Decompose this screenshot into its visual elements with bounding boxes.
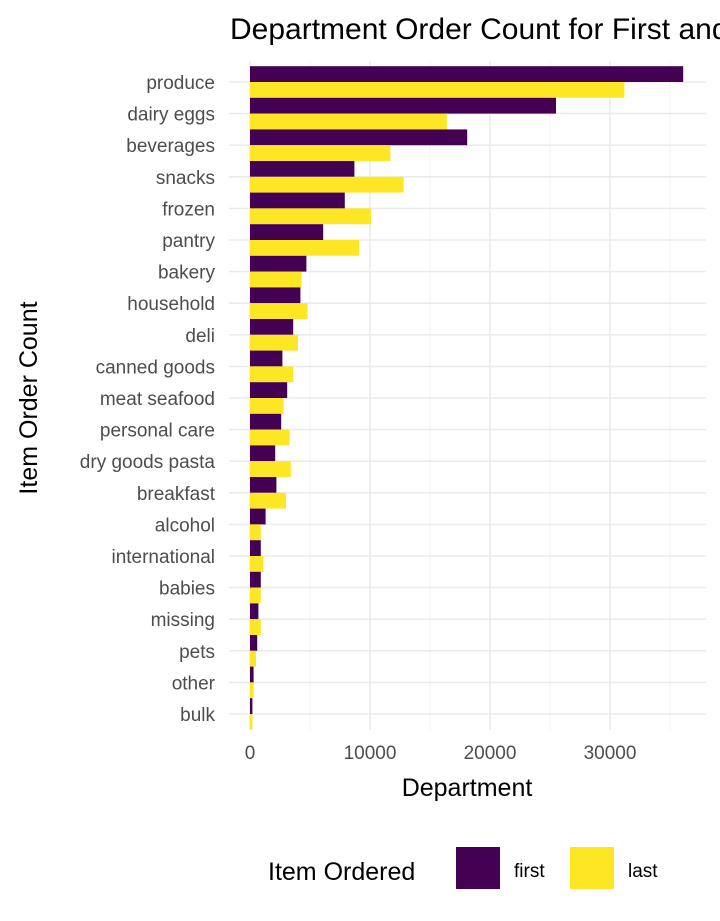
bar-first-bakery (250, 255, 307, 272)
bar-first-pets (250, 635, 258, 651)
bar-last-pets (250, 650, 256, 667)
y-tick-label: missing (151, 610, 215, 631)
legend: Item Ordered first last (268, 847, 658, 889)
bar-last-breakfast (250, 492, 286, 509)
bar-last-deli (250, 334, 298, 351)
bar-last-dairy-eggs (250, 113, 447, 130)
bar-last-other (250, 682, 254, 699)
bar-last-international (250, 556, 264, 572)
bar-last-frozen (250, 208, 372, 225)
bar-last-personal-care (250, 429, 290, 446)
bar-last-babies (250, 587, 261, 604)
bar-first-canned-goods (250, 350, 283, 367)
y-tick-label: pets (179, 642, 215, 663)
legend-label-last: last (628, 861, 658, 882)
bar-first-bulk (250, 698, 253, 714)
legend-swatch-last (570, 847, 614, 889)
bar-last-bulk (250, 714, 253, 730)
y-tick-label: frozen (162, 199, 215, 220)
legend-swatch-first (456, 847, 500, 889)
bar-first-household (250, 287, 301, 304)
bar-first-meat-seafood (250, 382, 288, 398)
x-tick-label: 20000 (464, 743, 517, 764)
bar-last-pantry (250, 240, 360, 256)
bar-last-beverages (250, 145, 391, 161)
y-tick-label: meat seafood (100, 389, 215, 410)
bar-first-pantry (250, 224, 324, 240)
y-tick-label: canned goods (96, 357, 215, 378)
bar-last-canned-goods (250, 366, 294, 383)
bar-first-snacks (250, 161, 355, 177)
bar-first-beverages (250, 129, 468, 146)
bar-last-household (250, 303, 308, 319)
bar-first-produce (250, 66, 684, 82)
y-tick-label: babies (159, 579, 215, 600)
x-axis-title: Department (402, 774, 533, 802)
bar-first-babies (250, 571, 261, 588)
y-tick-label: pantry (162, 231, 215, 252)
legend-title: Item Ordered (268, 858, 415, 886)
bar-first-frozen (250, 192, 345, 209)
y-tick-label: alcohol (155, 515, 215, 536)
bar-last-bakery (250, 271, 302, 288)
bar-last-meat-seafood (250, 398, 284, 414)
y-tick-label: snacks (156, 168, 215, 189)
y-tick-label: breakfast (137, 484, 216, 505)
y-tick-label: dairy eggs (127, 105, 215, 126)
y-tick-label: beverages (126, 136, 215, 157)
y-tick-label: international (111, 547, 215, 568)
bar-first-dry-goods-pasta (250, 445, 276, 462)
bar-first-breakfast (250, 477, 277, 493)
bar-first-other (250, 666, 254, 683)
bar-first-personal-care (250, 413, 282, 430)
x-tick-labels: 0 10000 20000 30000 (245, 743, 637, 764)
bar-first-dairy-eggs (250, 97, 556, 114)
y-tick-label: personal care (100, 421, 215, 442)
y-tick-label: bulk (180, 705, 215, 726)
y-tick-label: other (172, 673, 216, 694)
bar-first-missing (250, 603, 259, 620)
y-tick-label: deli (185, 326, 215, 347)
bars (250, 66, 684, 730)
bar-last-missing (250, 619, 261, 635)
bar-last-alcohol (250, 524, 261, 541)
y-tick-label: bakery (158, 263, 216, 284)
y-tick-label: household (127, 294, 215, 315)
legend-label-first: first (514, 861, 545, 882)
bar-last-dry-goods-pasta (250, 461, 291, 477)
x-tick-label: 0 (245, 743, 256, 764)
y-tick-label: dry goods pasta (80, 452, 216, 473)
y-tick-labels: produce dairy eggs beverages snacks frozen pa… (80, 73, 216, 726)
y-tick-label: produce (146, 73, 215, 94)
x-tick-label: 10000 (344, 743, 397, 764)
x-tick-label: 30000 (584, 743, 637, 764)
bar-last-snacks (250, 176, 404, 193)
y-axis-title: Item Order Count (15, 301, 43, 494)
bar-first-deli (250, 319, 294, 335)
bar-first-international (250, 540, 261, 556)
bar-last-produce (250, 82, 625, 98)
chart-title: Department Order Count for First and Las… (230, 13, 720, 46)
bar-first-alcohol (250, 508, 266, 525)
